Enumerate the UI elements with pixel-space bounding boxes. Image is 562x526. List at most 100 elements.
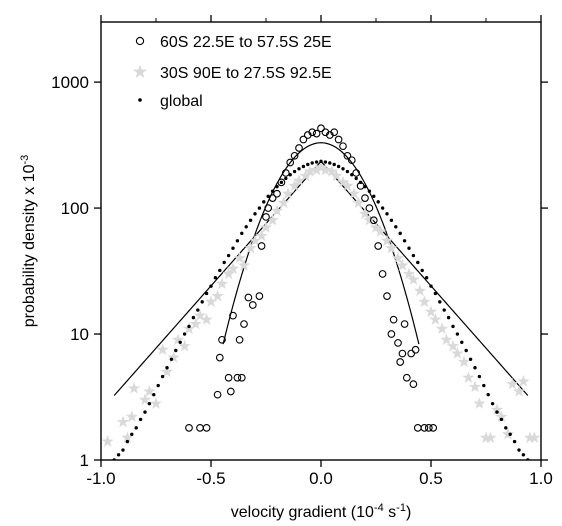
legend-item-30s: 30S 90E to 27.5S 92.5E — [132, 64, 332, 82]
dot-point — [213, 276, 218, 280]
dot-point — [424, 276, 429, 280]
x-tick-label: 0.0 — [309, 469, 333, 488]
dot-point — [398, 231, 402, 236]
dot-point — [495, 410, 499, 414]
circle-point — [255, 292, 264, 300]
star-point — [160, 365, 174, 378]
star-point — [396, 259, 409, 271]
dot-point — [121, 448, 125, 452]
circle-point — [347, 156, 356, 165]
dot-point — [416, 260, 420, 265]
dot-point — [226, 253, 231, 258]
star-point — [501, 427, 515, 440]
legend-label-global: global — [160, 93, 203, 110]
circle-point — [226, 387, 235, 396]
dot-point — [253, 212, 257, 216]
circle-point — [317, 124, 325, 133]
dot-point — [257, 206, 262, 210]
star-point — [336, 175, 350, 188]
star-point — [226, 262, 240, 274]
dot-point — [297, 167, 301, 171]
star-point — [200, 313, 213, 325]
star-point — [149, 397, 163, 409]
dot-point — [402, 239, 407, 243]
star-point — [127, 381, 141, 394]
dot-point — [433, 291, 438, 296]
star-point — [473, 397, 486, 409]
star-point — [484, 431, 497, 444]
dot-point — [336, 164, 341, 169]
star-point — [178, 339, 191, 352]
circle-point — [248, 301, 257, 309]
circle-point — [312, 129, 321, 138]
dot-point — [262, 200, 266, 204]
circle-point — [394, 339, 402, 347]
dot-point — [482, 383, 486, 388]
circle-point — [213, 390, 222, 399]
star-point — [266, 213, 279, 226]
dot-point — [292, 169, 297, 174]
dot-point — [147, 401, 152, 406]
dot-point — [460, 340, 464, 344]
circle-point — [185, 423, 193, 432]
x-tick-label: 1.0 — [529, 469, 553, 488]
star-point — [457, 355, 471, 368]
circle-point — [244, 293, 253, 302]
dot-point — [178, 340, 182, 344]
star-point — [121, 431, 134, 444]
star-point — [385, 241, 398, 254]
dot-point — [191, 315, 196, 320]
circle-point — [334, 135, 343, 144]
dot-point — [196, 308, 200, 312]
circle-point — [290, 151, 299, 160]
circle-point — [224, 373, 233, 382]
dot-point — [504, 426, 508, 430]
dot-point — [420, 268, 424, 273]
dot-point — [160, 374, 165, 379]
circle-point — [420, 423, 429, 432]
dot-point — [376, 200, 380, 204]
star-point — [512, 384, 526, 397]
x-axis-title-main: velocity gradient (10 — [231, 504, 374, 521]
dot-point — [279, 180, 284, 185]
star-point — [495, 410, 508, 423]
dot-point — [116, 453, 121, 457]
dot-point — [182, 332, 187, 336]
star-point — [462, 371, 475, 383]
star-point — [429, 313, 442, 325]
star-point — [363, 213, 376, 226]
star-point — [125, 410, 138, 423]
dot-point — [209, 284, 213, 288]
star-point — [435, 322, 449, 335]
y-tick-label: 1000 — [51, 73, 89, 92]
star-point — [171, 333, 185, 346]
star-point — [259, 221, 273, 233]
star-point — [391, 251, 405, 264]
circle-point — [361, 194, 369, 202]
y-axis-title: probability density x 10-3 — [19, 155, 38, 328]
dot-point — [270, 189, 275, 193]
dot-point — [411, 253, 416, 258]
dot-point — [169, 357, 174, 362]
star-point — [277, 196, 290, 209]
star-point — [506, 377, 519, 390]
circle-point — [240, 320, 248, 328]
circle-point — [299, 135, 308, 144]
dot-point — [138, 417, 143, 422]
x-axis-title-sup2: -1 — [396, 502, 406, 514]
star-point — [189, 317, 202, 330]
dot-point — [152, 392, 156, 397]
x-tick-label: -0.5 — [196, 469, 225, 488]
legend-item-global: global — [138, 93, 203, 110]
dot-point — [455, 332, 460, 336]
dot-point — [451, 324, 455, 329]
circle-point — [262, 213, 270, 221]
star-point — [299, 169, 312, 182]
star-point — [255, 229, 268, 242]
legend: 60S 22.5E to 57.5S 25E 30S 90E to 27.5S … — [132, 34, 332, 110]
star-point — [517, 374, 530, 387]
dot-point — [407, 246, 411, 250]
star-point — [101, 435, 114, 447]
star-point — [222, 267, 235, 280]
